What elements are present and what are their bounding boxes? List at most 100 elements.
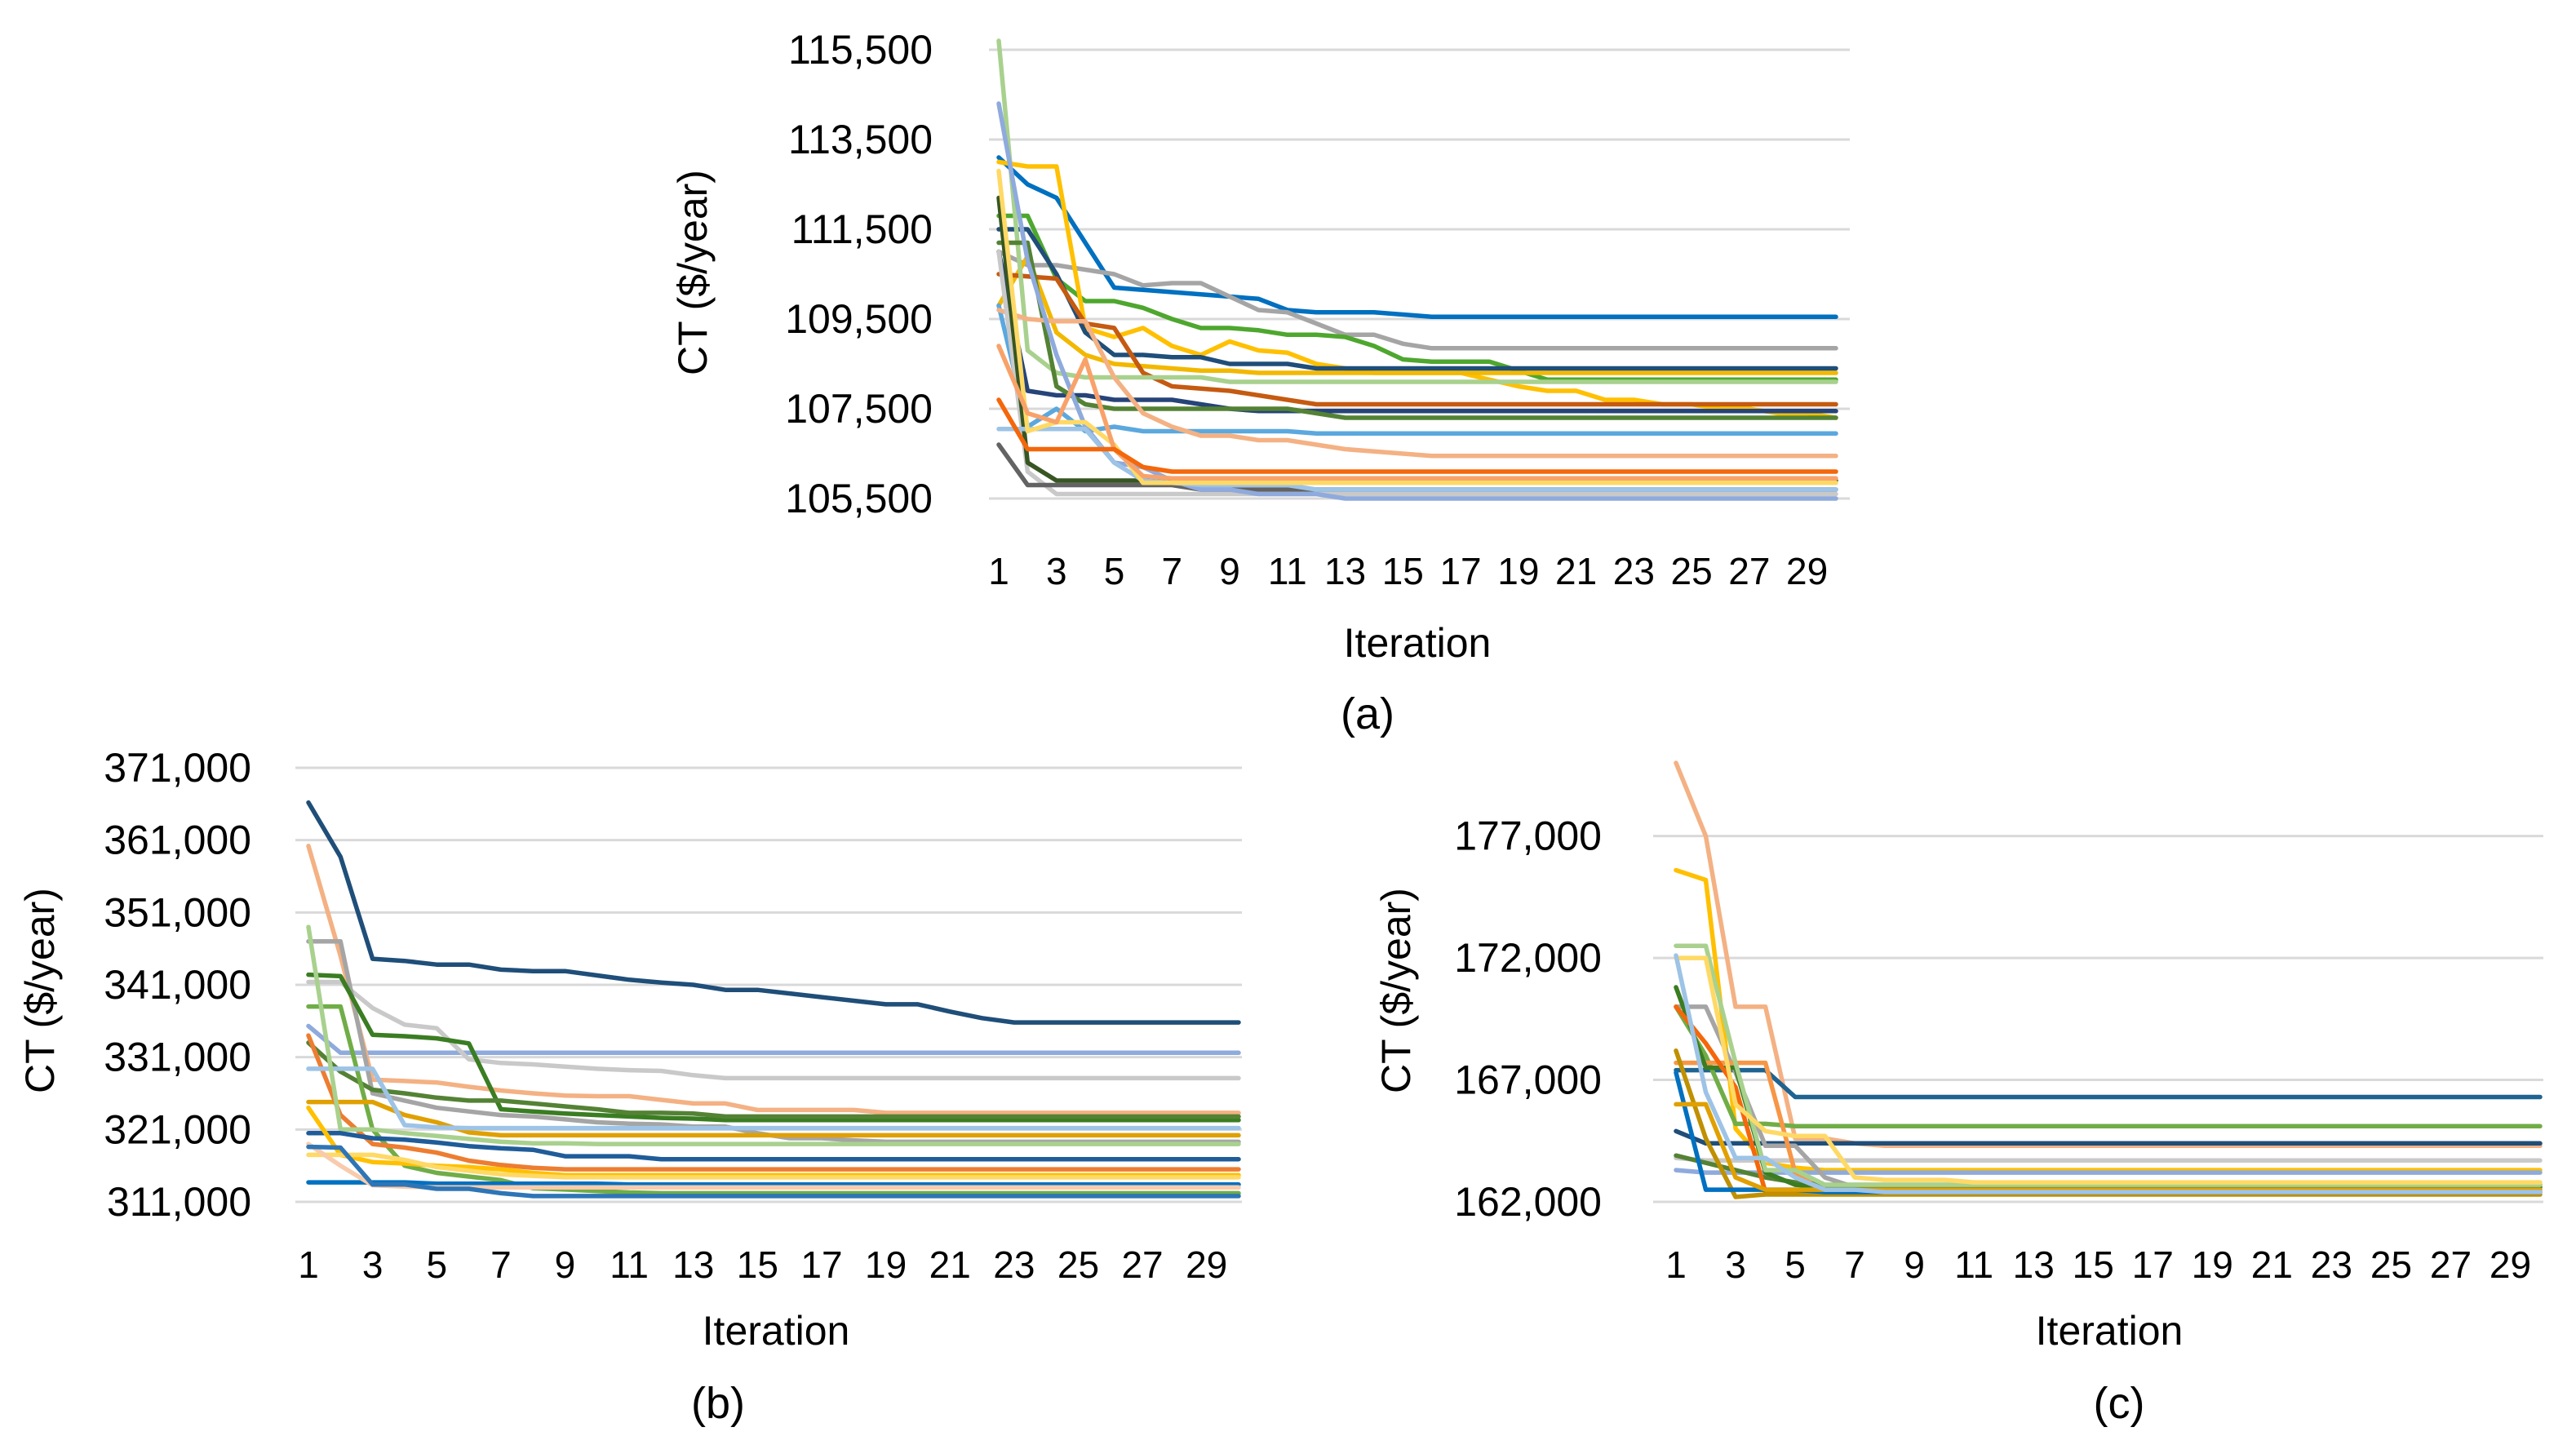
x-tick-label: 3 bbox=[1725, 1243, 1746, 1286]
x-axis-label: Iteration bbox=[1344, 620, 1492, 666]
y-tick-label: 361,000 bbox=[104, 818, 251, 863]
y-tick-label: 351,000 bbox=[104, 889, 251, 935]
y-tick-label: 105,500 bbox=[785, 476, 933, 521]
x-tick-label: 13 bbox=[1324, 550, 1366, 592]
series-line-20 bbox=[996, 397, 1838, 474]
y-tick-label: 111,500 bbox=[791, 206, 933, 252]
x-tick-label: 11 bbox=[610, 1243, 649, 1286]
x-tick-label: 5 bbox=[1104, 550, 1125, 592]
x-tick-label: 9 bbox=[555, 1243, 576, 1286]
x-tick-label: 29 bbox=[1186, 1243, 1227, 1286]
x-tick-label: 27 bbox=[2430, 1243, 2472, 1286]
series-line-7 bbox=[996, 272, 1838, 407]
x-tick-label: 9 bbox=[1904, 1243, 1925, 1286]
series-line-13 bbox=[996, 249, 1838, 497]
series-line-1 bbox=[306, 800, 1241, 1025]
series-line-19 bbox=[996, 344, 1838, 481]
series-line-18 bbox=[1674, 953, 2543, 1195]
x-tick-label: 17 bbox=[1439, 550, 1481, 592]
y-tick-label: 109,500 bbox=[785, 296, 933, 342]
series-line-15 bbox=[306, 1152, 1241, 1180]
x-tick-label: 3 bbox=[1046, 550, 1067, 592]
x-tick-label: 7 bbox=[1844, 1243, 1865, 1286]
series-line-4 bbox=[306, 844, 1241, 1115]
y-tick-label: 167,000 bbox=[1454, 1057, 1602, 1103]
x-tick-label: 29 bbox=[2490, 1243, 2531, 1286]
x-tick-label: 21 bbox=[1555, 550, 1597, 592]
x-tick-label: 1 bbox=[1665, 1243, 1687, 1286]
x-tick-label: 5 bbox=[1785, 1243, 1806, 1286]
x-tick-label: 15 bbox=[2073, 1243, 2114, 1286]
x-tick-label: 15 bbox=[1382, 550, 1424, 592]
x-tick-label: 23 bbox=[1613, 550, 1655, 592]
y-tick-label: 311,000 bbox=[107, 1179, 251, 1225]
series-line-16 bbox=[306, 1180, 1241, 1187]
y-tick-label: 331,000 bbox=[104, 1035, 251, 1080]
x-tick-label: 3 bbox=[362, 1243, 384, 1286]
chart-panel-a: 105,500 107,500 109,500 111,500 113,500 115,5… bbox=[670, 27, 1850, 738]
series-line-6 bbox=[1674, 1155, 2543, 1163]
y-axis-label: CT ($/year) bbox=[17, 888, 63, 1093]
series-line-12 bbox=[1674, 1004, 2543, 1195]
x-tick-label: 1 bbox=[298, 1243, 319, 1286]
series-line-7 bbox=[306, 1040, 1241, 1119]
x-tick-label: 25 bbox=[1057, 1243, 1099, 1286]
x-tick-label: 27 bbox=[1728, 550, 1770, 592]
x-tick-label: 1 bbox=[988, 550, 1009, 592]
series-line-7 bbox=[1674, 1168, 2543, 1175]
x-tick-label: 13 bbox=[672, 1243, 714, 1286]
y-axis-label: CT ($/year) bbox=[1373, 888, 1419, 1093]
series-line-3 bbox=[306, 979, 1241, 1081]
series-line-5 bbox=[1674, 1128, 2543, 1146]
x-tick-label: 21 bbox=[2251, 1243, 2293, 1286]
x-tick-label: 23 bbox=[2311, 1243, 2352, 1286]
x-tick-label: 7 bbox=[490, 1243, 512, 1286]
series-line-9 bbox=[996, 249, 1838, 414]
series-line-2 bbox=[996, 249, 1838, 351]
x-tick-label: 17 bbox=[2132, 1243, 2174, 1286]
series-line-16 bbox=[996, 195, 1838, 483]
x-tick-label: 29 bbox=[1786, 550, 1828, 592]
x-tick-label: 19 bbox=[2192, 1243, 2233, 1286]
y-tick-label: 107,500 bbox=[785, 386, 933, 432]
y-tick-label: 321,000 bbox=[104, 1106, 251, 1152]
series-line-1 bbox=[1674, 760, 2543, 1149]
y-tick-label: 172,000 bbox=[1454, 935, 1602, 981]
x-tick-label: 27 bbox=[1121, 1243, 1163, 1286]
chart-panel-b: 311,000 321,000 331,000 341,000 351,000 361,0… bbox=[17, 745, 1242, 1428]
series-line-18 bbox=[306, 1144, 1241, 1199]
x-tick-label: 25 bbox=[2370, 1243, 2412, 1286]
series-line-3 bbox=[1674, 1067, 2543, 1100]
x-tick-label: 7 bbox=[1161, 550, 1182, 592]
y-tick-label: 113,500 bbox=[788, 117, 933, 162]
y-tick-label: 162,000 bbox=[1454, 1179, 1602, 1225]
y-tick-label: 341,000 bbox=[104, 962, 251, 1008]
series-line-17 bbox=[1674, 955, 2543, 1185]
x-axis-label: Iteration bbox=[703, 1308, 850, 1354]
series-line-8 bbox=[996, 38, 1838, 384]
x-tick-label: 21 bbox=[929, 1243, 971, 1286]
series-line-13 bbox=[1674, 1048, 2543, 1199]
panel-label: (b) bbox=[691, 1379, 745, 1428]
y-tick-label: 177,000 bbox=[1454, 813, 1602, 859]
x-tick-label: 15 bbox=[737, 1243, 778, 1286]
x-tick-label: 19 bbox=[865, 1243, 907, 1286]
series-line-1 bbox=[996, 155, 1838, 320]
series-line-10 bbox=[306, 1033, 1241, 1172]
x-tick-label: 13 bbox=[2013, 1243, 2055, 1286]
x-tick-label: 11 bbox=[1954, 1243, 1993, 1286]
series-line-11 bbox=[306, 1066, 1241, 1131]
series-line-8 bbox=[306, 1004, 1241, 1196]
y-axis-label: CT ($/year) bbox=[670, 170, 716, 375]
series-line-13 bbox=[306, 1131, 1241, 1162]
series-line-6 bbox=[306, 972, 1241, 1123]
x-tick-label: 17 bbox=[800, 1243, 842, 1286]
panel-label: (a) bbox=[1341, 689, 1394, 738]
series-line-16 bbox=[1674, 943, 2543, 1187]
series-line-6 bbox=[996, 227, 1838, 371]
series-line-9 bbox=[306, 1099, 1241, 1138]
y-tick-label: 371,000 bbox=[104, 745, 251, 791]
x-tick-label: 9 bbox=[1219, 550, 1240, 592]
